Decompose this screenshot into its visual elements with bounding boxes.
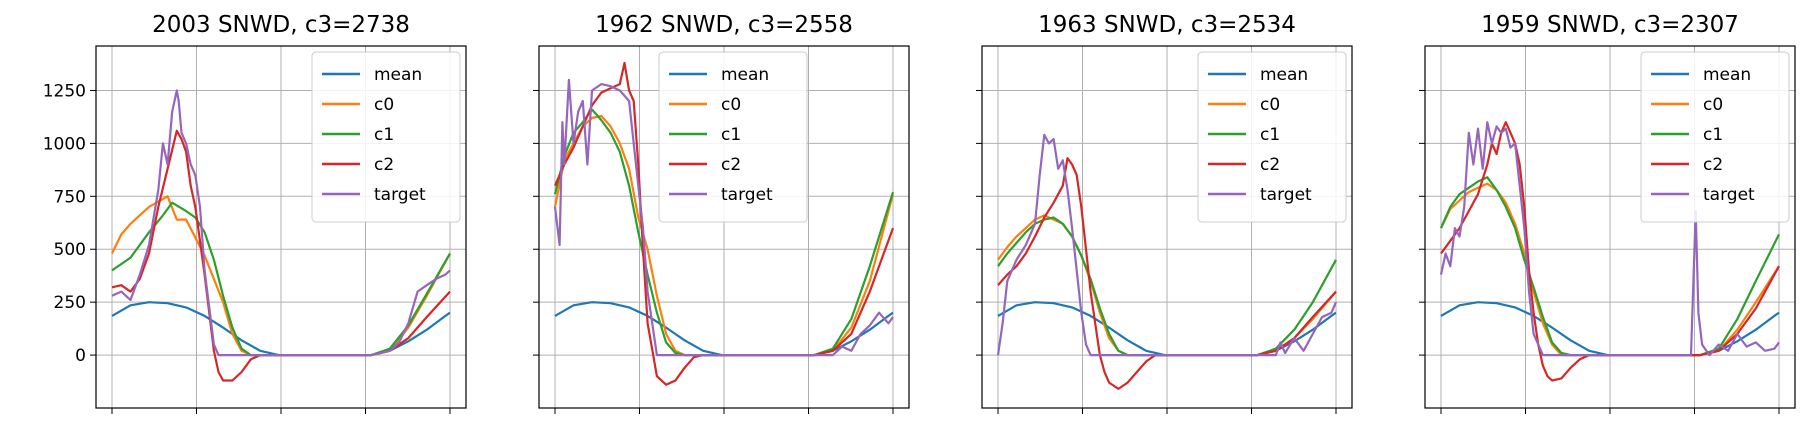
chart-title: 1963 SNWD, c3=2534 — [1038, 12, 1296, 38]
legend-label-target: target — [1260, 185, 1312, 205]
legend-label-c0: c0 — [374, 95, 394, 115]
y-tick-label: 1250 — [43, 81, 86, 101]
series-line-target — [1439, 121, 1780, 357]
series-line-target — [996, 133, 1338, 357]
y-tick-label: 750 — [54, 187, 86, 207]
legend-label-mean: mean — [1260, 65, 1308, 85]
plot-frame — [95, 45, 467, 409]
series-line-target — [553, 78, 894, 357]
chart-panel-0: 2003 SNWD, c3=2738 0 250 500 750 1000 1250 mean… — [43, 12, 467, 414]
legend-label-c1: c1 — [374, 125, 394, 145]
y-tick-label: 0 — [75, 346, 86, 366]
series-line-target — [111, 89, 451, 357]
series-line-c1 — [111, 201, 451, 357]
legend-label-c2: c2 — [374, 155, 394, 175]
legend-label-c2: c2 — [1260, 155, 1280, 175]
legend: mean c0 c1 c2 target — [311, 51, 461, 223]
legend-label-target: target — [374, 185, 426, 205]
plot-frame — [981, 45, 1353, 409]
legend-label-c1: c1 — [721, 125, 741, 145]
legend-label-mean: mean — [374, 65, 422, 85]
legend-label-c1: c1 — [1703, 125, 1723, 145]
plot-frame — [538, 45, 910, 409]
legend: mean c0 c1 c2 target — [1640, 51, 1790, 223]
chart-panel-2: 1963 SNWD, c3=2534 mean c0 c1 c2 target — [976, 12, 1353, 414]
plot-frame — [1424, 45, 1796, 409]
legend-label-c2: c2 — [1703, 155, 1723, 175]
legend-label-c0: c0 — [721, 95, 741, 115]
legend-box — [311, 51, 461, 223]
legend-box — [658, 51, 808, 223]
legend-label-c2: c2 — [721, 155, 741, 175]
legend-label-target: target — [1703, 185, 1755, 205]
legend-box — [1640, 51, 1790, 223]
chart-title: 1962 SNWD, c3=2558 — [595, 12, 853, 38]
legend: mean c0 c1 c2 target — [658, 51, 808, 223]
chart-panel-1: 1962 SNWD, c3=2558 mean c0 c1 c2 target — [533, 12, 910, 414]
legend-label-c0: c0 — [1703, 95, 1723, 115]
legend-label-mean: mean — [1703, 65, 1751, 85]
y-tick-label: 500 — [54, 240, 86, 260]
legend-box — [1197, 51, 1347, 223]
chart-title: 1959 SNWD, c3=2307 — [1481, 12, 1739, 38]
legend-label-c0: c0 — [1260, 95, 1280, 115]
legend: mean c0 c1 c2 target — [1197, 51, 1347, 223]
y-tick-label: 1000 — [43, 134, 86, 154]
y-tick-label: 250 — [54, 293, 86, 313]
legend-label-target: target — [721, 185, 773, 205]
chart-panel-3: 1959 SNWD, c3=2307 mean c0 c1 c2 target — [1419, 12, 1796, 414]
legend-label-c1: c1 — [1260, 125, 1280, 145]
legend-label-mean: mean — [721, 65, 769, 85]
chart-title: 2003 SNWD, c3=2738 — [152, 12, 410, 38]
